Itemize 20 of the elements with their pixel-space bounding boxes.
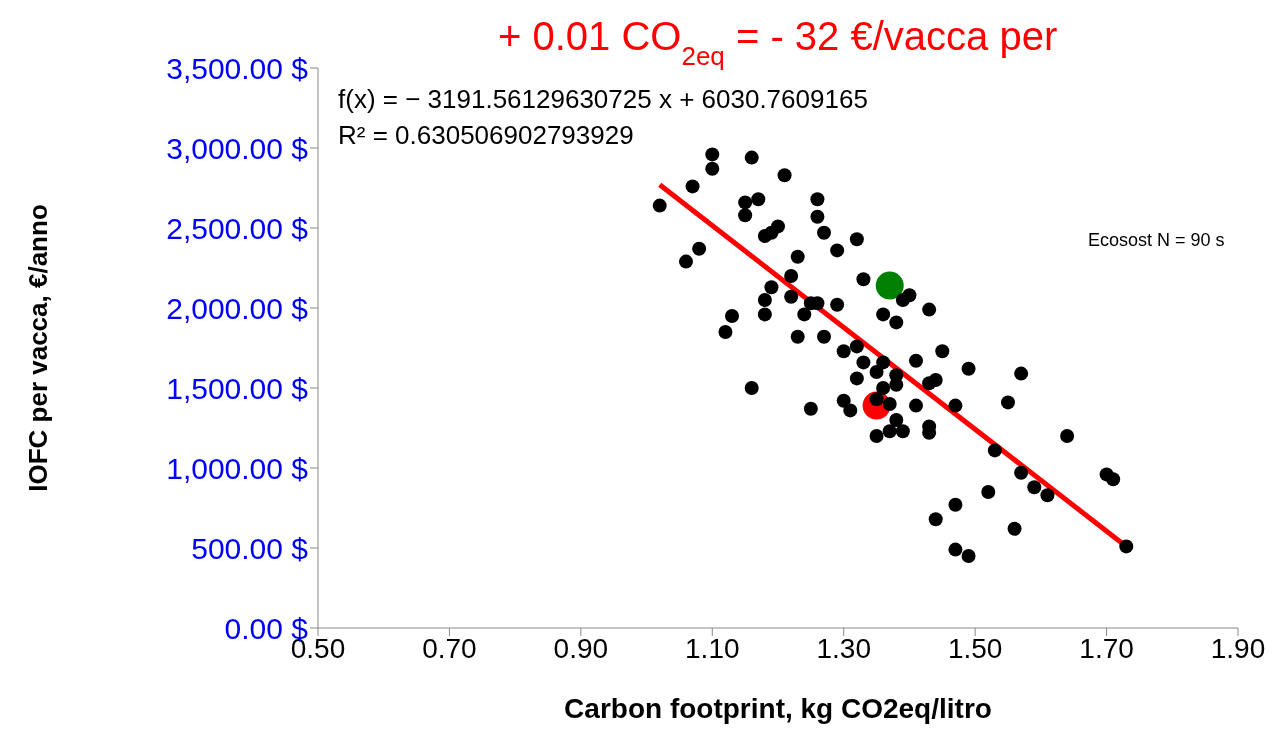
y-tick-label: 3,500.00 $ bbox=[166, 51, 309, 85]
x-tick-label: 1.30 bbox=[816, 632, 871, 664]
annotation: R² = 0.630506902793929 bbox=[338, 120, 634, 150]
chart-title: + 0.01 CO$_{2eq}$ = - 32 €/vacca per bbox=[498, 14, 1058, 71]
y-tick-label: 3,000.00 $ bbox=[166, 131, 309, 165]
x-axis-title: Carbon footprint, kg CO2eq/litro bbox=[564, 693, 992, 724]
annotation: Ecosost N = 90 s bbox=[1088, 230, 1225, 250]
y-tick-label: 2,500.00 $ bbox=[166, 211, 309, 245]
y-tick-label: 2,000.00 $ bbox=[166, 291, 309, 325]
y-tick-label: 500.00 $ bbox=[191, 531, 309, 565]
y-tick-label: 1,500.00 $ bbox=[166, 371, 309, 405]
x-tick-label: 1.90 bbox=[1210, 632, 1266, 664]
x-tick-label: 1.70 bbox=[1079, 632, 1134, 664]
y-tick-label: 1,000.00 $ bbox=[166, 451, 309, 485]
x-tick-label: 1.50 bbox=[947, 632, 1003, 664]
y-axis-title: IOFC per vacca, €/anno bbox=[23, 204, 54, 492]
annotation: f(x) = − 3191.56129630725 x + 6030.7609165 bbox=[338, 84, 868, 114]
x-tick-label: 1.10 bbox=[685, 632, 740, 664]
x-tick-label: 0.90 bbox=[553, 632, 609, 664]
x-tick-label: 0.70 bbox=[422, 632, 477, 664]
